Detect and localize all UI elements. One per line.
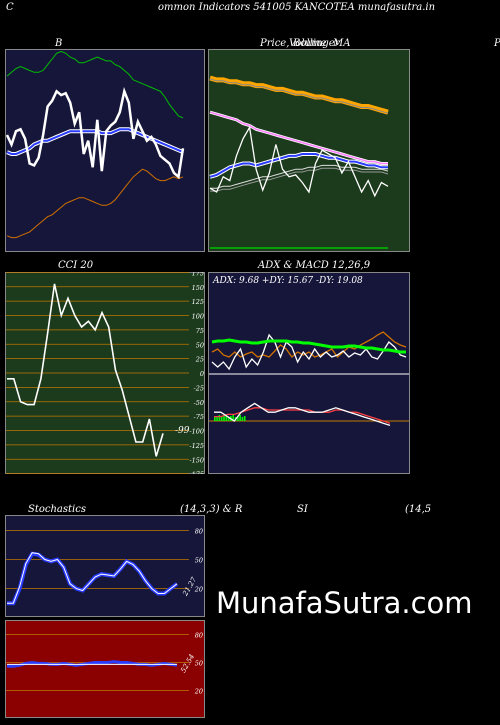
macd-histogram-bar (223, 416, 225, 421)
cci-tick-label: 125 (192, 298, 204, 306)
cci-tick-label: 175 (192, 272, 204, 277)
price-series-ma-long (209, 75, 389, 115)
rsi-title: SI (297, 504, 308, 515)
cci-tick-label: -175 (189, 471, 204, 474)
rsi-tick-label: 50 (195, 660, 203, 668)
cci-tick-label: -75 (194, 413, 204, 421)
cci-tick-label: 150 (192, 284, 204, 292)
macd-histogram-bar (218, 415, 221, 421)
price-title-right: P (494, 38, 500, 49)
adx-title: ADX & MACD 12,26,9 (258, 260, 371, 271)
bb-series-upper (6, 50, 184, 119)
stoch-tick-label: 20 (194, 586, 203, 594)
rsi-params: (14,5 (405, 504, 432, 515)
cci-title: CCI 20 (58, 260, 94, 271)
cci-tick-label: -150 (189, 456, 204, 464)
adx-series-adx (211, 338, 406, 354)
macd-histogram-bar (216, 416, 218, 421)
panel-background (208, 272, 410, 474)
price-title-volume: Volume (289, 38, 327, 49)
panel-background (5, 620, 205, 718)
cci-tick-label: -125 (189, 442, 204, 450)
macd-histogram-bar (227, 417, 230, 421)
adx-chart: ADX: 9.68 +DY: 15.67 -DY: 19.08 (208, 272, 410, 474)
stoch-title: Stochastics (28, 504, 86, 515)
macd-histogram-bar (225, 415, 228, 421)
adx-series-plus_di (211, 333, 407, 371)
macd-series-macd (214, 402, 391, 427)
price-series-lower-2 (210, 167, 389, 192)
cci-tick-label: 75 (196, 327, 204, 335)
panel-background (5, 515, 205, 617)
cci-tick-label: 0 (200, 370, 204, 378)
macd-histogram-bar (237, 416, 239, 421)
price-series-ma-short (209, 153, 388, 178)
macd-histogram-bar (220, 417, 223, 421)
cci-tick-label: 100 (192, 313, 204, 321)
rsi-tick-label: 80 (195, 632, 203, 640)
price-series-price (209, 125, 389, 198)
page-title: ommon Indicators 541005 KANCOTEA munafas… (158, 2, 436, 13)
cci-series (7, 283, 164, 457)
watermark: MunafaSutra.com (216, 586, 473, 620)
price-title-ma: MA (333, 38, 351, 49)
stoch-tick-label: 80 (195, 527, 203, 535)
adx-readout: ADX: 9.68 +DY: 15.67 -DY: 19.08 (212, 276, 363, 286)
price-title: Price, (260, 38, 290, 49)
stoch-tick-label: 50 (195, 557, 203, 565)
cci-last-value: -99 (175, 426, 190, 436)
bollinger-title: B (55, 38, 63, 49)
stoch-series-d (7, 552, 178, 604)
macd-histogram-bar (214, 417, 216, 421)
cci-tick-label: -100 (189, 428, 204, 436)
cci-tick-label: 50 (196, 341, 204, 349)
price-title-bollinger: Bollinger (293, 38, 340, 49)
bollinger-chart (5, 49, 205, 252)
macd-histogram-bar (241, 417, 244, 421)
stoch-params: (14,3,3) & R (180, 504, 243, 515)
bb-series-price (5, 87, 185, 180)
cci-tick-label: -50 (194, 399, 204, 407)
price-series-upper (209, 111, 388, 165)
price-chart (208, 49, 410, 252)
cci-chart: 175 150 125 100 75 50 25 0 -25 -50 -75 -100 -125 -150… (5, 272, 205, 474)
price-series-ma-long-edge (209, 78, 389, 114)
macd-histogram-bar (232, 415, 234, 421)
cci-tick-label: 25 (195, 356, 204, 364)
header-left: C (6, 2, 14, 13)
rsi-tick-label: 20 (194, 687, 203, 695)
adx-series-minus_di (211, 331, 407, 358)
macd-histogram-bar (243, 416, 246, 421)
cci-tick-label: -25 (194, 384, 204, 392)
macd-histogram-bar (239, 415, 241, 421)
bb-series-lower (6, 168, 184, 239)
price-series-lower (210, 164, 389, 189)
